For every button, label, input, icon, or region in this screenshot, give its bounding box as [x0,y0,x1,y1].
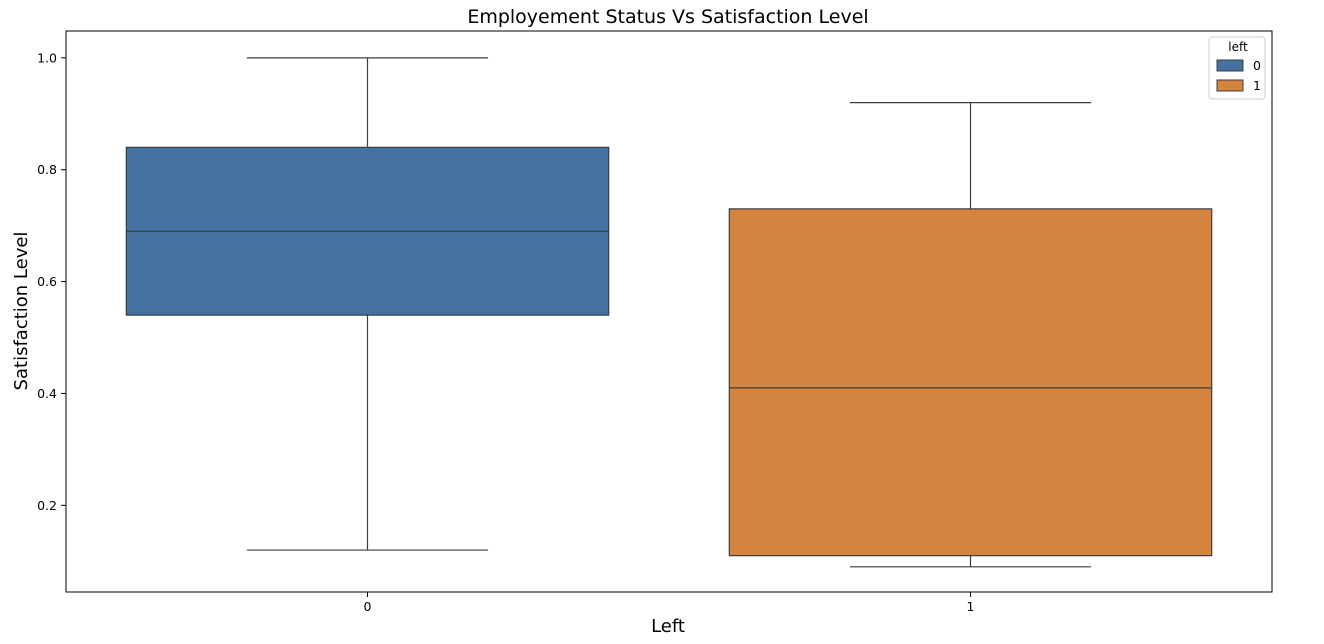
legend-label: 1 [1253,78,1261,93]
box-group-1 [728,101,1213,568]
y-tick-label: 0.6 [37,274,57,289]
legend-title: left [1228,40,1248,54]
chart-title: Employement Status Vs Satisfaction Level [467,6,868,28]
x-axis-label: Left [651,616,685,637]
y-tick-label: 1.0 [37,50,57,65]
legend-swatch [1216,59,1244,72]
box-iqr [728,208,1213,557]
x-tick-label: 0 [364,599,372,614]
legend: left 0 1 [1208,36,1266,100]
boxes-layer [125,57,1213,568]
y-tick-label: 0.4 [37,386,57,401]
y-axis-label: Satisfaction Level [11,232,32,391]
y-tick-label: 0.2 [37,498,57,513]
legend-label: 0 [1253,58,1261,73]
legend-swatch [1216,79,1244,92]
x-tick-label: 1 [967,599,975,614]
y-axis: 0.2 0.4 0.6 0.8 1.0 [37,50,66,513]
box-group-0 [125,57,610,551]
plot-area-frame [65,30,1273,593]
y-tick-label: 0.8 [37,162,57,177]
